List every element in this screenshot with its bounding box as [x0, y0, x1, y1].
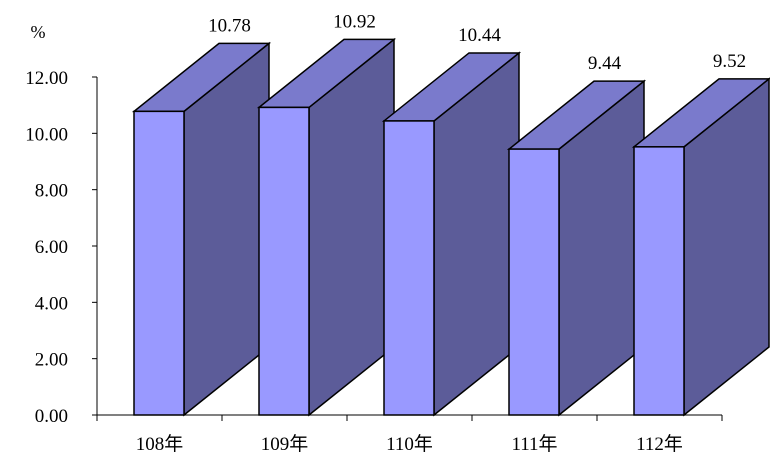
bar-front-face — [383, 120, 435, 416]
y-tick-label: 10.00 — [25, 124, 68, 145]
x-category-label: 111年 — [511, 433, 557, 455]
data-label: 10.78 — [208, 15, 251, 36]
y-tick-label: 4.00 — [35, 293, 68, 314]
data-label: 10.44 — [458, 25, 501, 46]
bar: 9.52 — [631, 51, 770, 417]
y-tick-label: 8.00 — [35, 181, 68, 202]
y-tick-label: 12.00 — [25, 68, 68, 89]
y-axis-unit-label: % — [31, 22, 46, 42]
bar-front-face — [258, 106, 310, 416]
bars: 10.78 10.92 10.44 9.44 9.52 — [131, 11, 770, 417]
bar: 10.92 — [256, 11, 397, 417]
y-tick-label: 0.00 — [35, 406, 68, 427]
bar: 9.44 — [506, 53, 647, 417]
y-tick-label: 6.00 — [35, 237, 68, 258]
bar: 10.44 — [381, 25, 522, 417]
bar: 10.78 — [131, 15, 272, 417]
x-category-label: 112年 — [636, 433, 683, 455]
data-label: 9.44 — [588, 53, 622, 74]
data-label: 10.92 — [333, 11, 376, 32]
x-category-label: 110年 — [386, 433, 433, 455]
x-ticks: 108年 109年 110年 111年 112年 — [96, 415, 723, 455]
data-label: 9.52 — [713, 51, 746, 72]
y-tick-label: 2.00 — [35, 350, 68, 371]
y-ticks: 0.00 2.00 4.00 6.00 8.00 10.00 12.00 — [25, 68, 97, 427]
x-category-label: 109年 — [261, 433, 309, 455]
bar-front-face — [508, 148, 560, 416]
bar-front-face — [633, 146, 685, 416]
x-category-label: 108年 — [136, 433, 184, 455]
bar-front-face — [133, 110, 185, 416]
